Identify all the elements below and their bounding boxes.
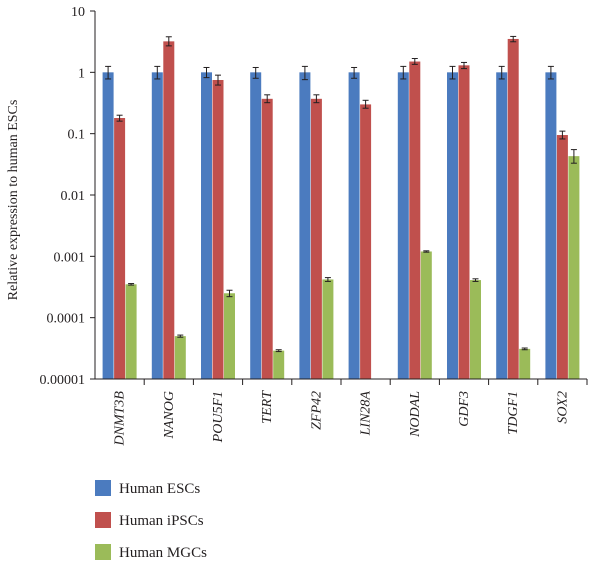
y-axis-label: Relative expression to human ESCs [6,100,21,301]
x-tick-label: TERT [260,390,275,424]
legend-swatch [95,512,111,528]
bar [360,104,372,379]
bar [250,72,262,379]
y-tick-label: 0.00001 [40,373,86,388]
bar [212,79,224,379]
bar [409,61,421,379]
x-tick-label: DNMT3B [113,391,128,447]
bar [507,38,519,379]
x-tick-label: NANOG [162,391,177,439]
bar [273,350,285,379]
bar [151,72,163,379]
bar [496,72,508,379]
bar [125,284,137,379]
legend-swatch [95,480,111,496]
bar [102,72,114,379]
bar [519,348,531,379]
bar [322,279,334,379]
x-tick-label: GDF3 [457,391,472,427]
bar [174,336,186,379]
bar [224,293,235,379]
legend-label: Human iPSCs [119,513,204,529]
bar [299,72,311,379]
x-tick-label: POU5F1 [211,391,226,443]
bar [397,72,409,379]
bar [470,280,481,379]
x-tick-label: LIN28A [359,391,374,437]
x-tick-label: TDGF1 [506,391,521,435]
bar [201,72,212,379]
bar [556,135,568,379]
x-tick-label: ZFP42 [309,391,324,430]
x-tick-label: NODAL [408,391,423,438]
bar [348,72,360,379]
x-axis-ticks: DNMT3B NANOG POU5F1 TERT ZFP42 LIN28A NODAL GDF… [113,390,571,447]
y-tick-label: 1 [78,66,85,81]
x-tick-label: SOX2 [555,391,570,424]
y-tick-label: 10 [71,5,85,20]
bars [102,38,580,380]
bar [545,72,557,379]
legend: Human ESCs Human iPSCs Human MGCs [95,480,207,561]
y-tick-label: 0.01 [61,189,86,204]
error-bars [105,35,577,353]
bar [114,118,126,380]
legend-label: Human MGCs [119,545,207,560]
y-tick-label: 0.1 [68,128,86,143]
bar [261,98,273,380]
legend-swatch [95,544,111,560]
bar [310,98,322,380]
bar [163,41,175,379]
y-tick-label: 0.0001 [47,312,86,327]
bar [458,65,470,379]
bar [420,251,432,379]
bar [568,156,580,379]
legend-label: Human ESCs [119,481,200,497]
axes [94,11,588,385]
y-tick-label: 0.001 [54,250,86,265]
bar [447,72,458,379]
y-axis-ticks: 10 1 0.1 0.01 0.001 0.0001 0.00001 [40,5,95,388]
